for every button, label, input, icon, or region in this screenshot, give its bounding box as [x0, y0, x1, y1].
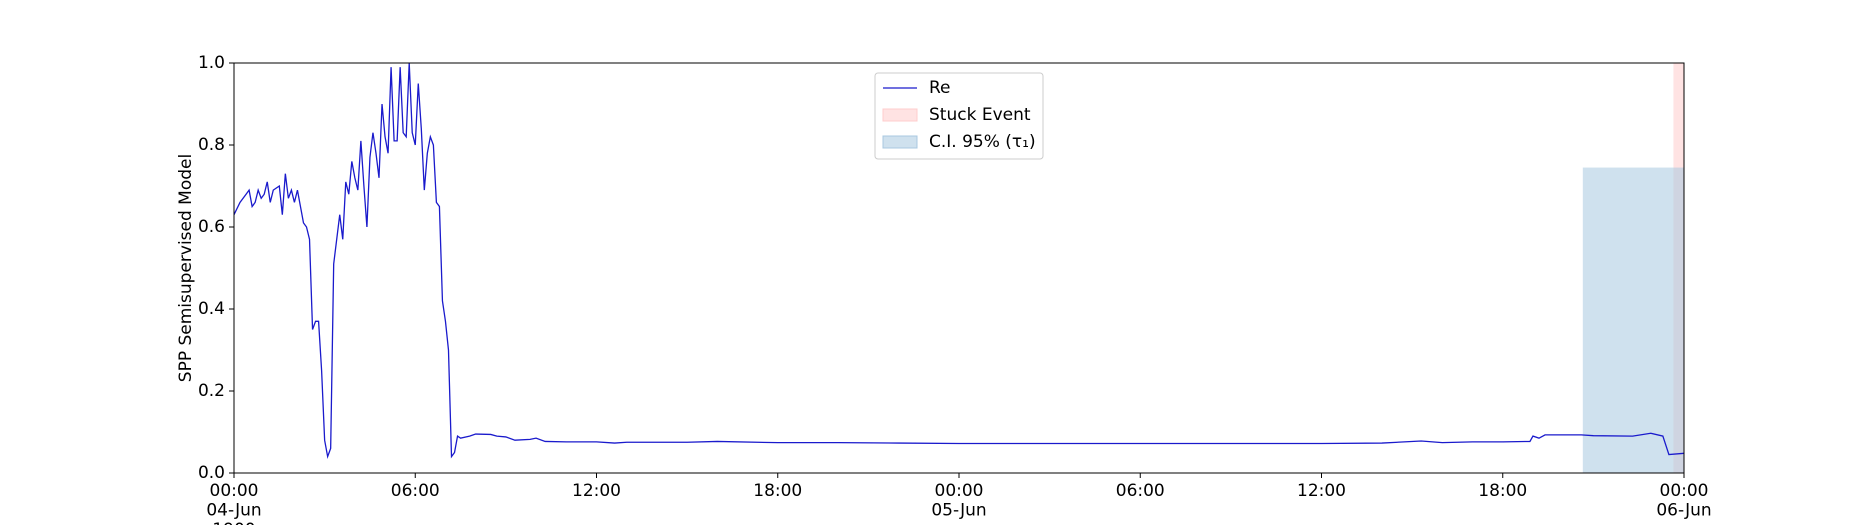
x-tick-label: 12:00	[1297, 481, 1346, 501]
x-tick-label: 00:00 05-Jun	[931, 481, 986, 521]
y-tick-label: 1.0	[198, 53, 225, 73]
y-tick-label: 0.4	[198, 299, 225, 319]
y-axis-label: SPP Semisupervised Model	[176, 154, 196, 382]
x-tick-label: 00:00 06-Jun	[1656, 481, 1711, 521]
y-tick-label: 0.8	[198, 135, 225, 155]
legend-label: C.I. 95% (τ₁)	[929, 132, 1036, 152]
x-tick-label: 06:00	[1116, 481, 1165, 501]
y-tick-label: 0.0	[198, 463, 225, 483]
legend-patch	[882, 135, 918, 149]
y-tick-label: 0.6	[198, 217, 225, 237]
x-tick-label: 12:00	[572, 481, 621, 501]
legend-patch	[882, 108, 918, 122]
x-tick-label: 06:00	[391, 481, 440, 501]
x-tick-label: 18:00	[1478, 481, 1527, 501]
legend-label: Re	[929, 78, 951, 98]
legend: Re Stuck Event C.I. 95% (τ₁)	[874, 72, 1044, 160]
x-tick-label: 18:00	[753, 481, 802, 501]
y-tick-label: 0.2	[198, 381, 225, 401]
legend-label: Stuck Event	[929, 105, 1031, 125]
shaded-band	[1582, 167, 1684, 474]
